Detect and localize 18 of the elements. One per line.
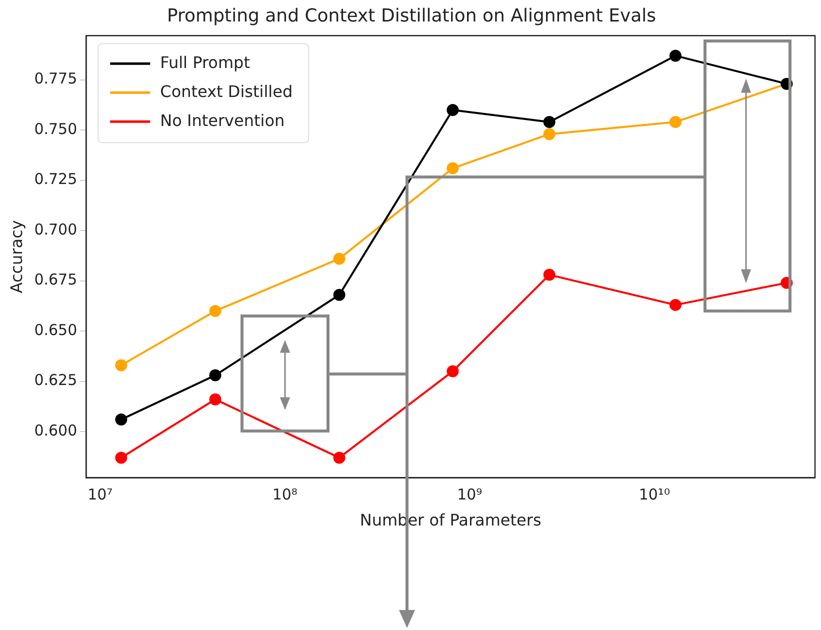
y-tick-label: 0.600 <box>34 421 78 440</box>
chart-title: Prompting and Context Distillation on Alignment Evals <box>166 5 656 26</box>
y-tick-label: 0.625 <box>34 371 78 390</box>
y-tick-label: 0.725 <box>34 170 78 188</box>
y-axis-title: Accuracy <box>6 220 26 294</box>
y-tick-label: 0.775 <box>34 70 78 88</box>
legend-label: Full Prompt <box>160 52 250 72</box>
x-tick-label: 10⁷ <box>88 486 113 504</box>
x-tick-label: 10¹⁰ <box>638 486 670 504</box>
y-tick-label: 0.650 <box>34 320 78 339</box>
x-tick-label: 10⁹ <box>457 486 482 504</box>
x-tick-label: 10⁸ <box>272 486 298 504</box>
legend-label: No Intervention <box>160 110 285 130</box>
x-axis-title: Number of Parameters <box>360 510 542 530</box>
legend-label: Context Distilled <box>160 82 293 101</box>
y-tick-label: 0.700 <box>34 220 78 238</box>
y-tick-label: 0.750 <box>34 120 78 138</box>
y-tick-label: 0.675 <box>34 270 78 289</box>
